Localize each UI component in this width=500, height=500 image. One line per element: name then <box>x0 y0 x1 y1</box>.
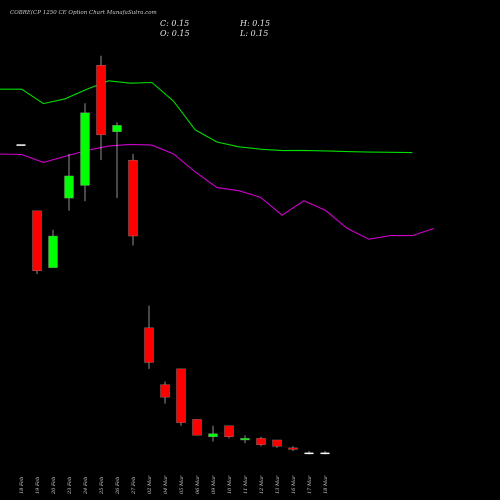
candle-body <box>192 419 202 436</box>
x-tick-label: 06 Mar <box>195 475 201 494</box>
candle-body <box>96 65 106 136</box>
candle-body <box>176 368 186 423</box>
candle-24-feb <box>80 103 90 202</box>
x-tick-label: 16 Mar <box>291 475 297 494</box>
candle-25-feb <box>96 55 106 161</box>
candle-body <box>160 384 170 398</box>
candle-05-mar <box>176 368 186 426</box>
candle-body <box>304 452 314 455</box>
x-tick-label: 05 Mar <box>179 475 185 494</box>
candle-body <box>256 438 266 445</box>
moving-averages <box>0 80 435 240</box>
x-tick-label: 18 Mar <box>323 475 329 494</box>
candle-19-feb <box>32 210 42 274</box>
candle-body <box>224 425 234 438</box>
open-readout: O: 0.15 <box>160 29 190 38</box>
candle-23-feb <box>64 153 74 211</box>
candle-20-feb <box>48 229 58 268</box>
candle-body <box>208 433 218 438</box>
ma-fast-line <box>0 80 413 154</box>
x-tick-label: 26 Feb <box>115 477 121 495</box>
x-tick-label: 10 Mar <box>227 475 233 494</box>
candle-02-mar <box>144 305 154 369</box>
x-tick-label: 13 Mar <box>275 475 281 494</box>
candle-body <box>288 447 298 450</box>
candle-10-mar <box>224 425 234 439</box>
x-tick-label: 18 Feb <box>19 477 25 494</box>
candle-17-mar <box>304 451 314 455</box>
close-readout: C: 0.15 <box>160 19 190 28</box>
candle-body <box>272 439 282 447</box>
x-tick-label: 23 Feb <box>67 477 73 495</box>
candle-18-feb <box>16 144 26 146</box>
x-tick-label: 02 Mar <box>147 475 153 494</box>
candle-body <box>64 175 74 199</box>
x-tick-label: 09 Mar <box>211 475 217 494</box>
x-tick-label: 11 Mar <box>243 475 249 494</box>
candle-26-feb <box>112 122 122 199</box>
candle-body <box>48 235 58 268</box>
candle-27-feb <box>128 153 138 246</box>
candle-body <box>128 159 138 237</box>
x-tick-label: 12 Mar <box>259 475 265 494</box>
low-readout: L: 0.15 <box>240 29 269 38</box>
chart-title: COBRE(CP 1250 CE Option Chart MunafaSutr… <box>10 10 157 16</box>
candle-13-mar <box>272 439 282 448</box>
candle-18-mar <box>320 451 330 455</box>
candle-12-mar <box>256 436 266 447</box>
candle-body <box>32 210 42 272</box>
candle-body <box>320 452 330 455</box>
x-tick-label: 24 Feb <box>83 477 89 495</box>
candle-body <box>16 144 26 146</box>
x-tick-label: 27 Feb <box>131 477 137 495</box>
candle-11-mar <box>240 435 250 444</box>
candle-body <box>144 327 154 363</box>
candle-16-mar <box>288 446 298 452</box>
candle-body <box>112 125 122 132</box>
x-tick-label: 17 Mar <box>307 475 313 494</box>
x-tick-label: 20 Feb <box>51 477 57 495</box>
x-tick-label: 19 Feb <box>35 477 41 494</box>
ma-slow-line <box>0 143 435 240</box>
candle-body <box>80 112 90 186</box>
x-axis: 18 Feb 19 Feb 20 Feb 23 Feb 24 Feb 25 Feb 26 F… <box>19 475 329 495</box>
candle-body <box>240 438 250 441</box>
candle-09-mar <box>208 425 218 442</box>
high-readout: H: 0.15 <box>240 19 271 28</box>
candles <box>16 55 330 455</box>
candle-06-mar <box>192 419 202 436</box>
x-tick-label: 04 Mar <box>163 475 169 494</box>
x-tick-label: 25 Feb <box>99 477 105 495</box>
candle-04-mar <box>160 381 170 404</box>
